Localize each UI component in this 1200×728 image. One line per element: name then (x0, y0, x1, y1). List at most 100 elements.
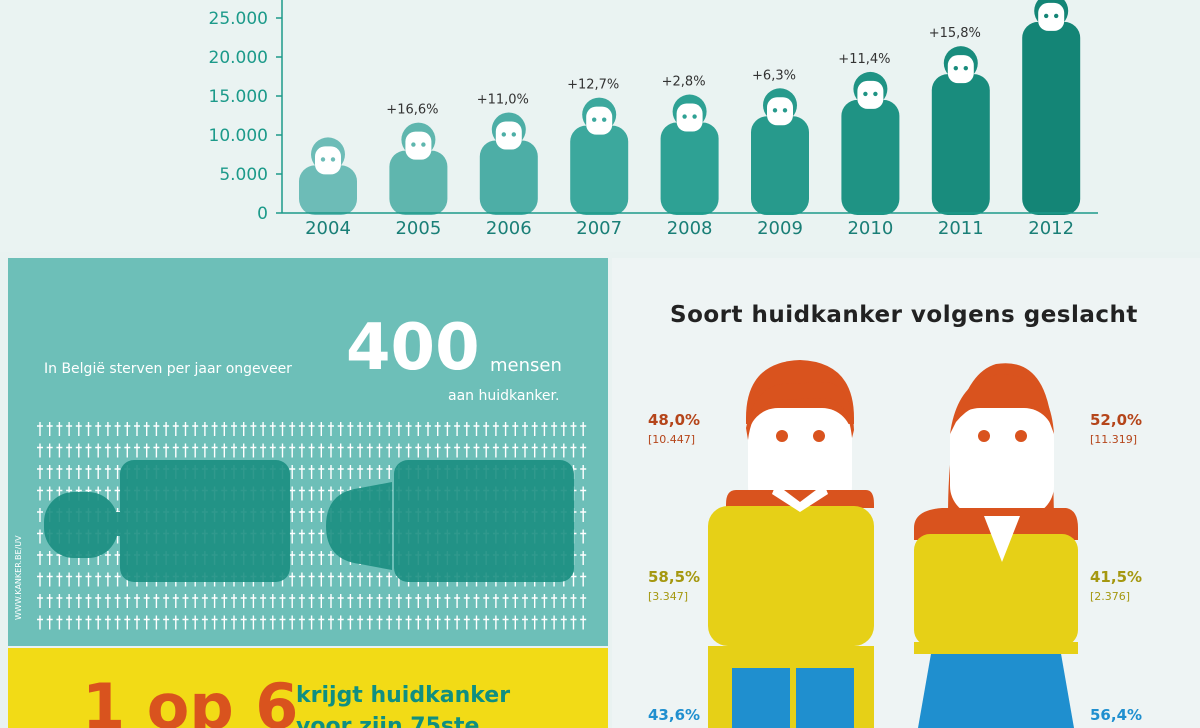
grave-cross (415, 422, 422, 436)
grave-cross (376, 572, 383, 587)
grave-cross (134, 422, 140, 436)
grave-cross (182, 422, 189, 436)
growth-label: +11,4% (838, 52, 890, 67)
grave-cross (279, 443, 286, 458)
growth-label: +6,3% (752, 68, 796, 83)
grave-cross (95, 594, 102, 608)
grave-cross (376, 465, 383, 479)
grave-cross (66, 465, 73, 479)
person-eye (772, 108, 778, 113)
woman-figure (914, 363, 1078, 728)
grave-cross (269, 594, 276, 608)
grave-cross (512, 443, 519, 458)
grave-cross (580, 465, 587, 479)
grave-cross (124, 443, 131, 458)
grave-cross (85, 594, 92, 608)
bar-body (570, 125, 629, 215)
grave-cross (512, 422, 519, 436)
grave-cross (114, 551, 121, 565)
gender-chart-title: Soort huidkanker volgens geslacht (670, 302, 1138, 328)
grave-cross (231, 443, 237, 458)
grave-cross (56, 465, 63, 479)
grave-cross (444, 615, 451, 630)
grave-cross (580, 615, 587, 630)
grave-cross (560, 594, 567, 608)
grave-cross (75, 422, 82, 436)
grave-cross (143, 594, 150, 608)
grave-cross (328, 422, 334, 436)
grave-cross (114, 465, 121, 479)
grave-cross (298, 615, 305, 630)
x-tick-label: 2010 (847, 218, 893, 239)
person-face (315, 146, 341, 175)
grave-cross (153, 443, 160, 458)
grave-cross (347, 615, 354, 630)
grave-cross (201, 615, 208, 630)
grave-cross (463, 615, 470, 630)
person-face (676, 103, 703, 132)
grave-cross (512, 615, 519, 630)
person-eye (592, 117, 597, 122)
grave-cross (522, 594, 528, 608)
grave-cross (357, 422, 364, 436)
grave-cross (502, 443, 509, 458)
grave-cross (289, 551, 296, 565)
grave-cross (211, 422, 218, 436)
grave-cross (66, 572, 73, 587)
grave-cross (522, 615, 528, 630)
x-tick-label: 2011 (938, 218, 984, 239)
grave-cross (434, 594, 441, 608)
grave-cross (240, 615, 247, 630)
grave-cross (250, 594, 257, 608)
grave-cross (318, 486, 325, 501)
grave-cross (434, 443, 441, 458)
grave-cross (347, 422, 354, 436)
grave-cross (221, 443, 228, 458)
grave-cross (153, 615, 160, 630)
grave-cross (114, 594, 121, 608)
grave-cross (318, 465, 325, 479)
grave-cross (357, 615, 364, 630)
grave-cross (357, 572, 364, 587)
grave-cross (347, 443, 354, 458)
grave-cross (240, 594, 247, 608)
grave-cross (366, 422, 373, 436)
grave-cross (75, 594, 82, 608)
grave-cross (337, 594, 344, 608)
grave-cross (85, 615, 92, 630)
grave-cross (328, 443, 334, 458)
grave-cross (37, 486, 43, 501)
grave-cross (260, 422, 267, 436)
grave-cross (143, 422, 150, 436)
ratio-text-1: krijgt huidkanker (296, 683, 511, 708)
grave-cross (298, 508, 305, 522)
grave-cross (522, 422, 528, 436)
grave-cross (134, 443, 140, 458)
grave-cross (502, 422, 509, 436)
grave-cross (551, 443, 558, 458)
grave-cross (405, 615, 412, 630)
grave-cross (85, 465, 92, 479)
person-eye (602, 117, 607, 122)
grave-cross (114, 615, 121, 630)
bar-body (479, 140, 538, 215)
grave-cross (395, 443, 402, 458)
bar-2005 (389, 122, 448, 215)
person-eye (692, 114, 697, 119)
grave-cross (551, 615, 558, 630)
grave-cross (366, 615, 373, 630)
grave-cross (444, 422, 451, 436)
person-eye (330, 157, 336, 162)
person-eye (863, 91, 868, 97)
bar-body (841, 99, 900, 215)
grave-cross (425, 443, 431, 458)
grave-cross (386, 443, 393, 458)
grave-cross (289, 465, 296, 479)
grave-cross (192, 422, 199, 436)
grave-cross (134, 594, 140, 608)
grave-cross (172, 422, 179, 436)
person-eye (1054, 13, 1059, 19)
grave-cross (570, 615, 577, 630)
grave-cross (46, 465, 53, 479)
bar-body (751, 116, 809, 215)
